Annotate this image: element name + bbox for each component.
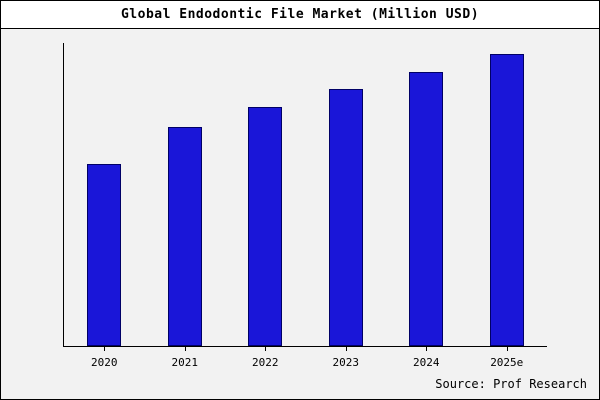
x-axis-tick xyxy=(184,347,186,351)
x-axis-label: 2022 xyxy=(252,356,279,369)
x-axis-tick xyxy=(265,347,267,351)
x-axis-tick xyxy=(104,347,106,351)
bar-slot: 2023 xyxy=(306,43,387,369)
x-axis-label: 2020 xyxy=(91,356,118,369)
x-axis-tick xyxy=(345,347,347,351)
bar-2023 xyxy=(328,89,363,346)
bar-slot: 2022 xyxy=(225,43,306,369)
bar-2025e xyxy=(489,53,524,346)
bars-container: 2020 2021 2022 2023 2024 2025e xyxy=(64,43,548,369)
bar-2020 xyxy=(87,164,122,346)
bar-2022 xyxy=(248,106,283,346)
bar-2024 xyxy=(409,71,444,346)
bar-slot: 2025e xyxy=(467,43,548,369)
source-label: Source: Prof Research xyxy=(435,377,587,391)
chart-title-box: Global Endodontic File Market (Million U… xyxy=(1,1,599,29)
plot-area: 2020 2021 2022 2023 2024 2025e xyxy=(63,43,548,369)
bar-slot: 2021 xyxy=(145,43,226,369)
bar-slot: 2020 xyxy=(64,43,145,369)
x-axis-label: 2025e xyxy=(490,356,524,369)
bar-slot: 2024 xyxy=(386,43,467,369)
x-axis-label: 2021 xyxy=(171,356,199,369)
x-axis-label: 2024 xyxy=(413,356,440,369)
bar-2021 xyxy=(167,126,202,346)
x-axis-tick xyxy=(426,347,428,351)
x-axis-tick xyxy=(506,347,508,351)
x-axis-label: 2023 xyxy=(332,356,360,369)
chart-title: Global Endodontic File Market (Million U… xyxy=(120,7,480,22)
